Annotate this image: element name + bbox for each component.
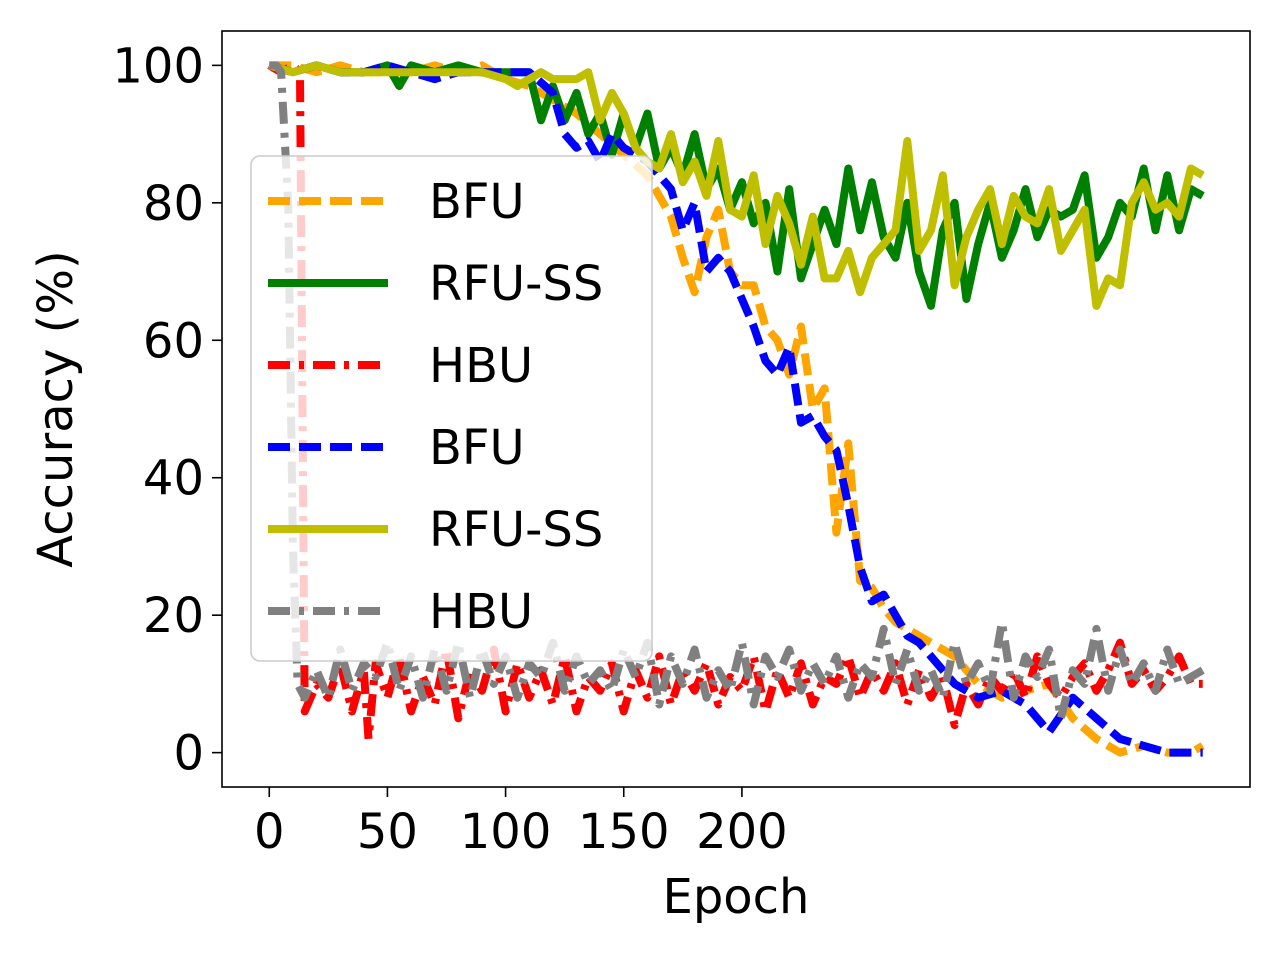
legend-label-3: HBU xyxy=(429,338,533,394)
x-tick-label: 0 xyxy=(254,804,285,860)
x-axis-label: Epoch xyxy=(663,869,810,925)
series-layer xyxy=(267,61,1205,757)
x-tick-label: 100 xyxy=(460,804,552,860)
y-axis: 0 20 40 60 80 100 xyxy=(112,38,222,782)
plot-frame xyxy=(221,30,1251,788)
legend-label-6: HBU xyxy=(429,584,533,640)
legend-label-4: BFU xyxy=(429,420,525,476)
series-line-6 xyxy=(269,61,1205,723)
y-tick-label: 0 xyxy=(173,726,204,782)
y-tick-label: 20 xyxy=(143,588,204,644)
y-tick-label: 40 xyxy=(143,451,204,507)
y-axis-label: Accuracy (%) xyxy=(28,250,84,567)
series-line-1 xyxy=(269,61,1205,757)
legend-label-2: RFU-SS xyxy=(429,256,603,312)
x-axis: 0 50 100 150 200 xyxy=(254,787,788,860)
y-tick-label: 80 xyxy=(143,176,204,232)
y-tick-label: 60 xyxy=(143,313,204,369)
legend: BFU RFU-SS HBU BFU RFU-SS HBU xyxy=(250,155,653,662)
legend-label-1: BFU xyxy=(429,174,525,230)
series-line-5 xyxy=(268,61,1205,310)
y-tick-label: 100 xyxy=(112,38,204,94)
series-line-3 xyxy=(267,61,1203,743)
x-tick-label: 150 xyxy=(578,804,670,860)
legend-label-5: RFU-SS xyxy=(429,502,603,558)
x-tick-label: 200 xyxy=(696,804,788,860)
x-tick-label: 50 xyxy=(357,804,418,860)
